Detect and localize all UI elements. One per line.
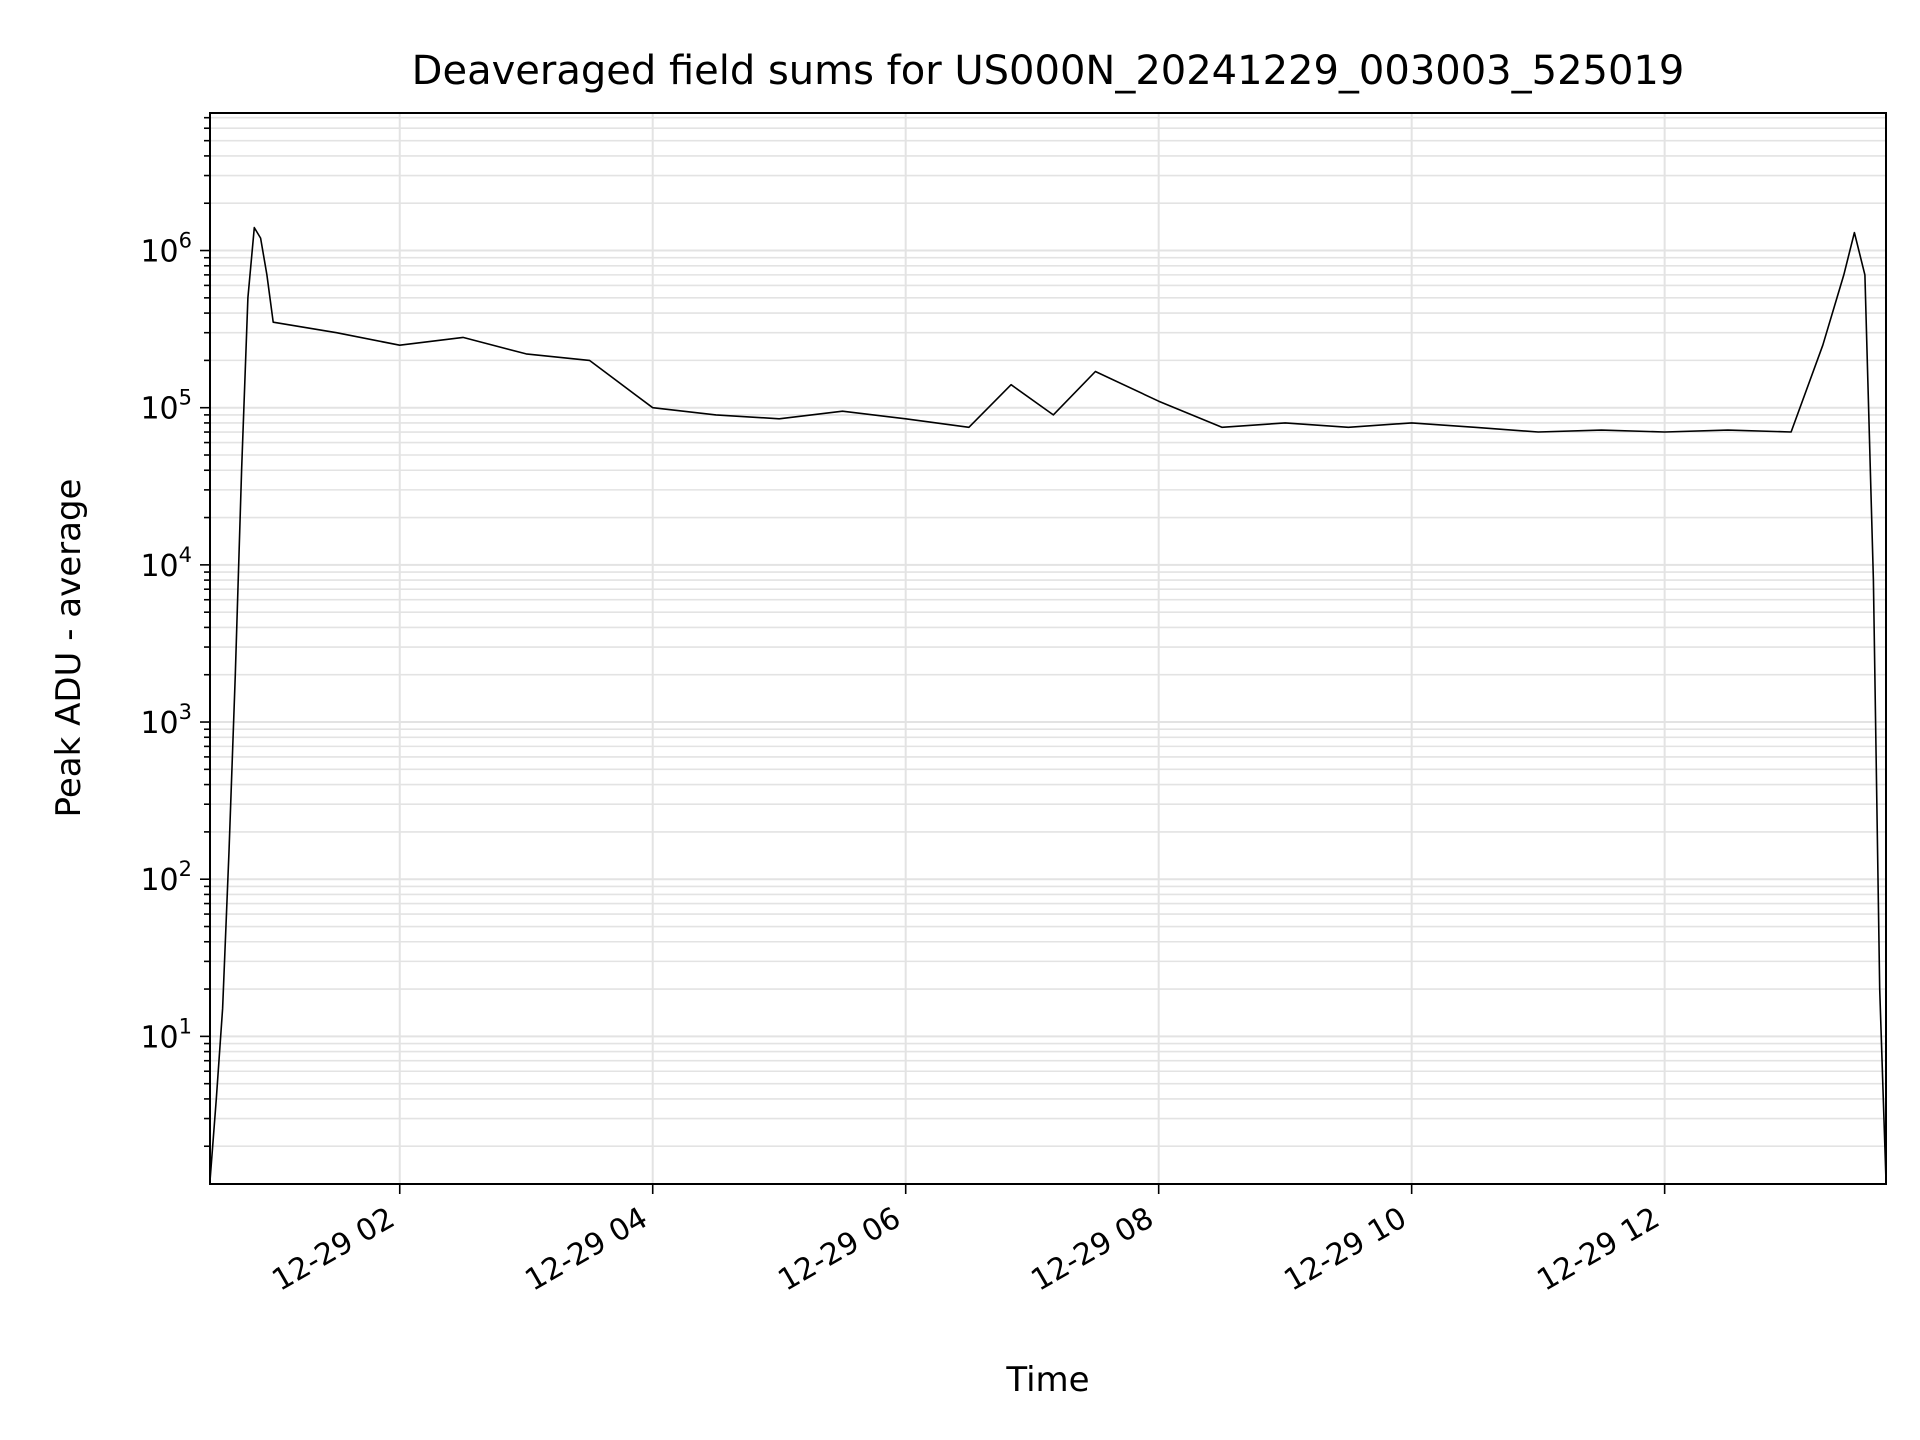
y-tick-label-base: 10	[140, 706, 178, 741]
chart-title: Deaveraged field sums for US000N_2024122…	[412, 48, 1685, 94]
y-tick-label: 106	[140, 229, 192, 270]
y-tick-label-base: 10	[140, 1020, 178, 1055]
y-tick-label: 103	[140, 700, 192, 741]
y-tick-label: 102	[140, 857, 192, 898]
y-tick-label: 104	[140, 543, 192, 584]
y-tick-label-exponent: 3	[179, 700, 192, 724]
series-layer	[209, 226, 1887, 1182]
y-tick-label-base: 10	[140, 392, 178, 427]
grid	[210, 113, 1886, 1184]
y-tick-label-exponent: 1	[179, 1014, 192, 1038]
y-tick-label-base: 10	[140, 549, 178, 584]
y-tick-label: 105	[140, 386, 192, 427]
y-tick-label-exponent: 2	[179, 857, 192, 881]
x-axis-title: Time	[1005, 1360, 1089, 1400]
y-tick-label-exponent: 6	[179, 229, 192, 253]
series-line	[209, 226, 1887, 1182]
y-tick-label-exponent: 5	[179, 386, 192, 410]
plot-frame	[209, 112, 1887, 1185]
y-tick-label-exponent: 4	[179, 543, 192, 567]
y-tick-label-base: 10	[140, 863, 178, 898]
y-tick-label-base: 10	[140, 235, 178, 270]
y-tick-label: 101	[140, 1014, 192, 1055]
y-axis-title: Peak ADU - average	[49, 479, 89, 818]
